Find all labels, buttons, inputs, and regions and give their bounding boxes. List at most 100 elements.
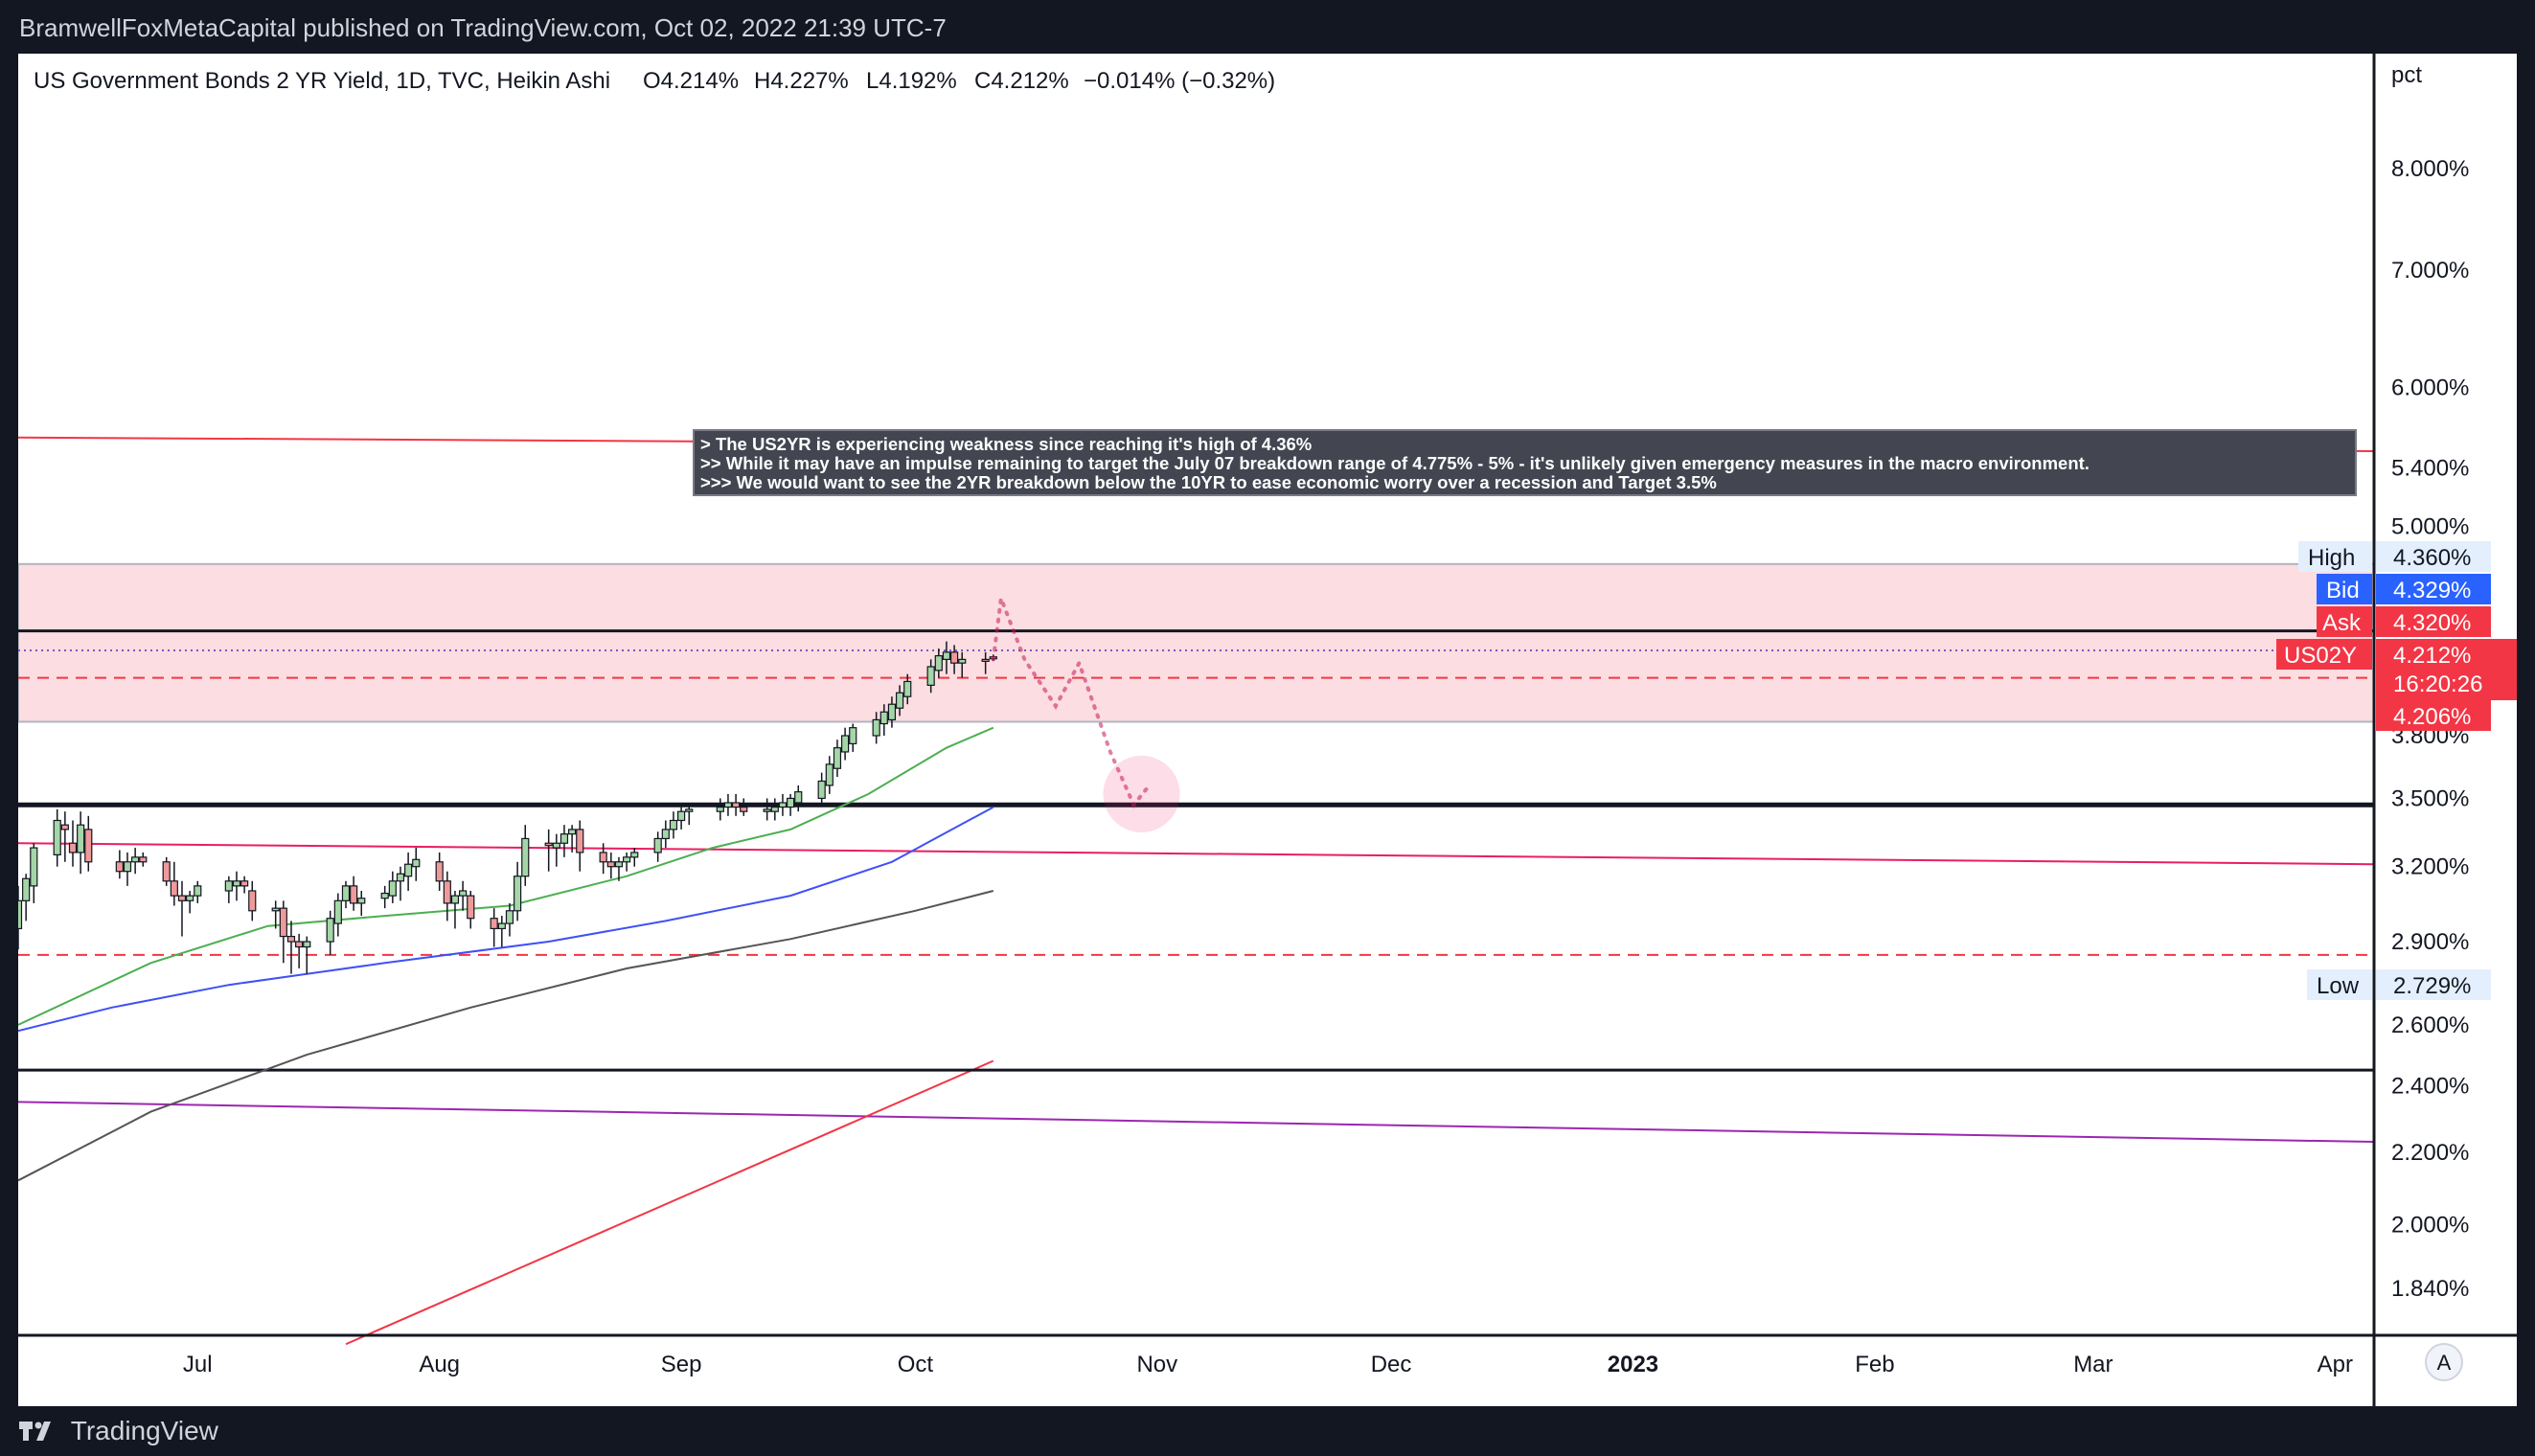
candle (435, 852, 444, 891)
high-tag-label: High (2308, 545, 2355, 571)
candle (576, 820, 584, 872)
candle-body (544, 842, 553, 847)
candle-body (958, 658, 967, 664)
publisher-bar: BramwellFoxMetaCapital published on Trad… (0, 0, 2535, 54)
candle-body (326, 918, 334, 943)
candle-body (443, 880, 451, 904)
target-circle (1103, 755, 1180, 832)
candle-body (521, 837, 530, 877)
time-tick-label: Dec (1371, 1352, 1412, 1377)
chart-area[interactable]: US Government Bonds 2 YR Yield, 1D, TVC,… (13, 54, 2517, 1406)
annotation-line-2: >> While it may have an impulse remainin… (700, 453, 2090, 473)
candle (404, 852, 413, 891)
candle-body (303, 941, 311, 948)
candle (186, 890, 194, 914)
time-tick-label: Feb (1855, 1352, 1894, 1377)
candle-body (295, 941, 304, 948)
tradingview-logo-text: TradingView (70, 1415, 218, 1445)
candle-body (716, 806, 724, 812)
candle-body (177, 895, 187, 901)
legend-close: C4.212% (974, 68, 1069, 94)
candle (459, 880, 468, 911)
candle-body (817, 780, 826, 800)
candle (350, 876, 358, 911)
ask-tag-value: 4.320% (2393, 610, 2471, 636)
candle-body (786, 797, 795, 808)
candle (934, 648, 943, 678)
price-tick-label: 2.600% (2391, 1012, 2469, 1038)
candle (521, 825, 530, 886)
candle (131, 848, 140, 875)
trend-line-2 (17, 842, 2375, 866)
candle (505, 902, 514, 937)
candle-body (903, 680, 912, 697)
candle-body (22, 877, 31, 901)
high-tag-value: 4.360% (2393, 545, 2471, 571)
candle (248, 880, 257, 921)
candle-body (490, 918, 498, 930)
annotation-box[interactable]: > The US2YR is experiencing weakness sin… (693, 429, 2357, 496)
time-tick-label: Oct (898, 1352, 934, 1377)
last-price-value: 4.212% (2393, 643, 2471, 669)
price-tick-label: 2.400% (2391, 1074, 2469, 1100)
time-tick-label: Sep (661, 1352, 702, 1377)
auto-scale-button[interactable]: A (2425, 1343, 2463, 1381)
candle-body (505, 910, 514, 924)
candle (388, 871, 397, 903)
candle (903, 673, 912, 705)
candle-body (560, 833, 569, 844)
price-tick-label: 1.840% (2391, 1276, 2469, 1302)
legend-ohlc: O4.214% H4.227% L4.192% C4.212% −0.014% … (643, 68, 1275, 94)
time-axis[interactable]: Jul Aug Sep Oct Nov Dec 2023 Feb Mar Apr (183, 1352, 2353, 1377)
candle-body (568, 829, 577, 835)
candle-body (341, 885, 351, 901)
price-axis[interactable]: 8.000%7.000%6.000%5.400%5.000%3.800%3.50… (2391, 156, 2469, 1302)
low-tag-value-bg (2376, 969, 2491, 1000)
price-tick-label: 3.500% (2391, 785, 2469, 811)
time-tick-label: Aug (419, 1352, 460, 1377)
candle-body (770, 806, 779, 812)
candle (139, 852, 148, 867)
candle-body (131, 856, 140, 863)
candle (794, 785, 803, 812)
price-chart[interactable]: US Government Bonds 2 YR Yield, 1D, TVC,… (13, 54, 2517, 1406)
candle-body (552, 842, 560, 849)
legend-low: L4.192% (866, 68, 957, 94)
annotation-line-1: > The US2YR is experiencing weakness sin… (700, 434, 1312, 454)
candle-body (879, 711, 888, 725)
legend-open: O4.214% (643, 68, 739, 94)
price-tick-label: 8.000% (2391, 156, 2469, 182)
candle-body (576, 829, 584, 853)
price-tick-label: 6.000% (2391, 375, 2469, 401)
candle (981, 651, 990, 674)
tradingview-logo[interactable]: TradingView (19, 1414, 218, 1448)
moving-average-2 (17, 806, 994, 1033)
last-price-tag-bg (2376, 639, 2517, 700)
candle (514, 861, 522, 921)
time-tick-label: Apr (2318, 1352, 2353, 1377)
candle (958, 651, 967, 678)
candle (630, 848, 639, 867)
candle-body (872, 718, 880, 737)
candle-body (606, 861, 615, 868)
candle-body (240, 880, 249, 887)
candle-body (404, 863, 413, 877)
candle (303, 936, 311, 974)
projection-path (991, 597, 1152, 809)
candle (357, 890, 366, 917)
bid-tag-label-bg (2317, 574, 2372, 604)
candle (872, 712, 880, 744)
candle (22, 874, 31, 921)
low-tag-label: Low (2317, 973, 2360, 999)
candle-body (170, 880, 178, 897)
candle (232, 871, 241, 901)
candle-body (388, 880, 397, 897)
trend-line-4 (345, 1059, 994, 1346)
candle-body (653, 837, 662, 853)
candle-body (248, 890, 257, 912)
candle (895, 685, 904, 717)
candle-body (467, 895, 475, 920)
candle-body (450, 895, 460, 904)
candle (123, 852, 132, 886)
price-tick-label: 2.000% (2391, 1213, 2469, 1239)
